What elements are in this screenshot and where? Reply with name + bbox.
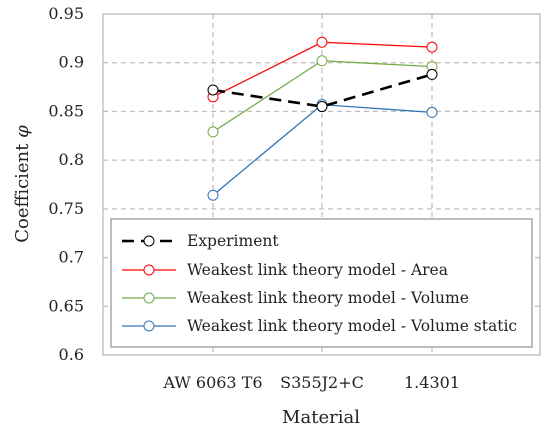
- y-tick-label: 0.7: [59, 248, 84, 267]
- data-point: [316, 101, 328, 113]
- data-point: [426, 106, 438, 118]
- legend-label: Weakest link theory model - Volume: [187, 289, 469, 307]
- legend-item-1: Weakest link theory model - Area: [122, 261, 448, 279]
- data-point: [426, 68, 438, 80]
- data-point: [207, 189, 219, 201]
- y-tick-label: 0.95: [48, 4, 84, 23]
- data-point: [316, 36, 328, 48]
- y-tick-label: 0.8: [59, 150, 84, 169]
- x-axis-title: Material: [282, 407, 360, 428]
- y-tick-label: 0.65: [48, 296, 84, 315]
- legend-marker: [143, 292, 155, 304]
- legend-marker: [143, 264, 155, 276]
- data-point: [207, 126, 219, 138]
- data-point: [207, 84, 219, 96]
- legend-label: Weakest link theory model - Area: [187, 261, 448, 279]
- series-2: [207, 55, 438, 138]
- y-tick-label: 0.6: [59, 345, 84, 364]
- x-tick-label: 1.4301: [404, 373, 460, 392]
- y-tick-labels: 0.6 0.65 0.7 0.75 0.8 0.85 0.9 0.95: [48, 4, 84, 364]
- series: [207, 36, 438, 201]
- data-point: [316, 55, 328, 67]
- legend-label: Weakest link theory model - Volume stati…: [187, 317, 517, 335]
- legend-item-0: Experiment: [122, 232, 279, 250]
- legend-item-3: Weakest link theory model - Volume stati…: [122, 317, 517, 335]
- x-tick-label: S355J2+C: [280, 373, 364, 392]
- y-tick-label: 0.75: [48, 199, 84, 218]
- legend-item-2: Weakest link theory model - Volume: [122, 289, 469, 307]
- y-axis-title: Coefficient φ: [12, 125, 33, 243]
- legend-label: Experiment: [187, 232, 279, 250]
- data-point: [426, 41, 438, 53]
- y-axis-title-symbol: φ: [12, 125, 33, 138]
- x-tick-label: AW 6063 T6: [162, 373, 262, 392]
- legend-box: [110, 218, 533, 348]
- y-axis-title-text: Coefficient: [12, 138, 33, 243]
- x-tick-labels: AW 6063 T6 S355J2+C 1.4301: [162, 373, 460, 392]
- legend-marker: [143, 320, 155, 332]
- y-tick-label: 0.9: [59, 53, 84, 72]
- series-0: [207, 68, 438, 113]
- legend-marker: [143, 235, 155, 247]
- plot-frame: [102, 13, 541, 356]
- legend: Experiment Weakest link theory model - Ar…: [110, 218, 533, 348]
- y-tick-label: 0.85: [48, 101, 84, 120]
